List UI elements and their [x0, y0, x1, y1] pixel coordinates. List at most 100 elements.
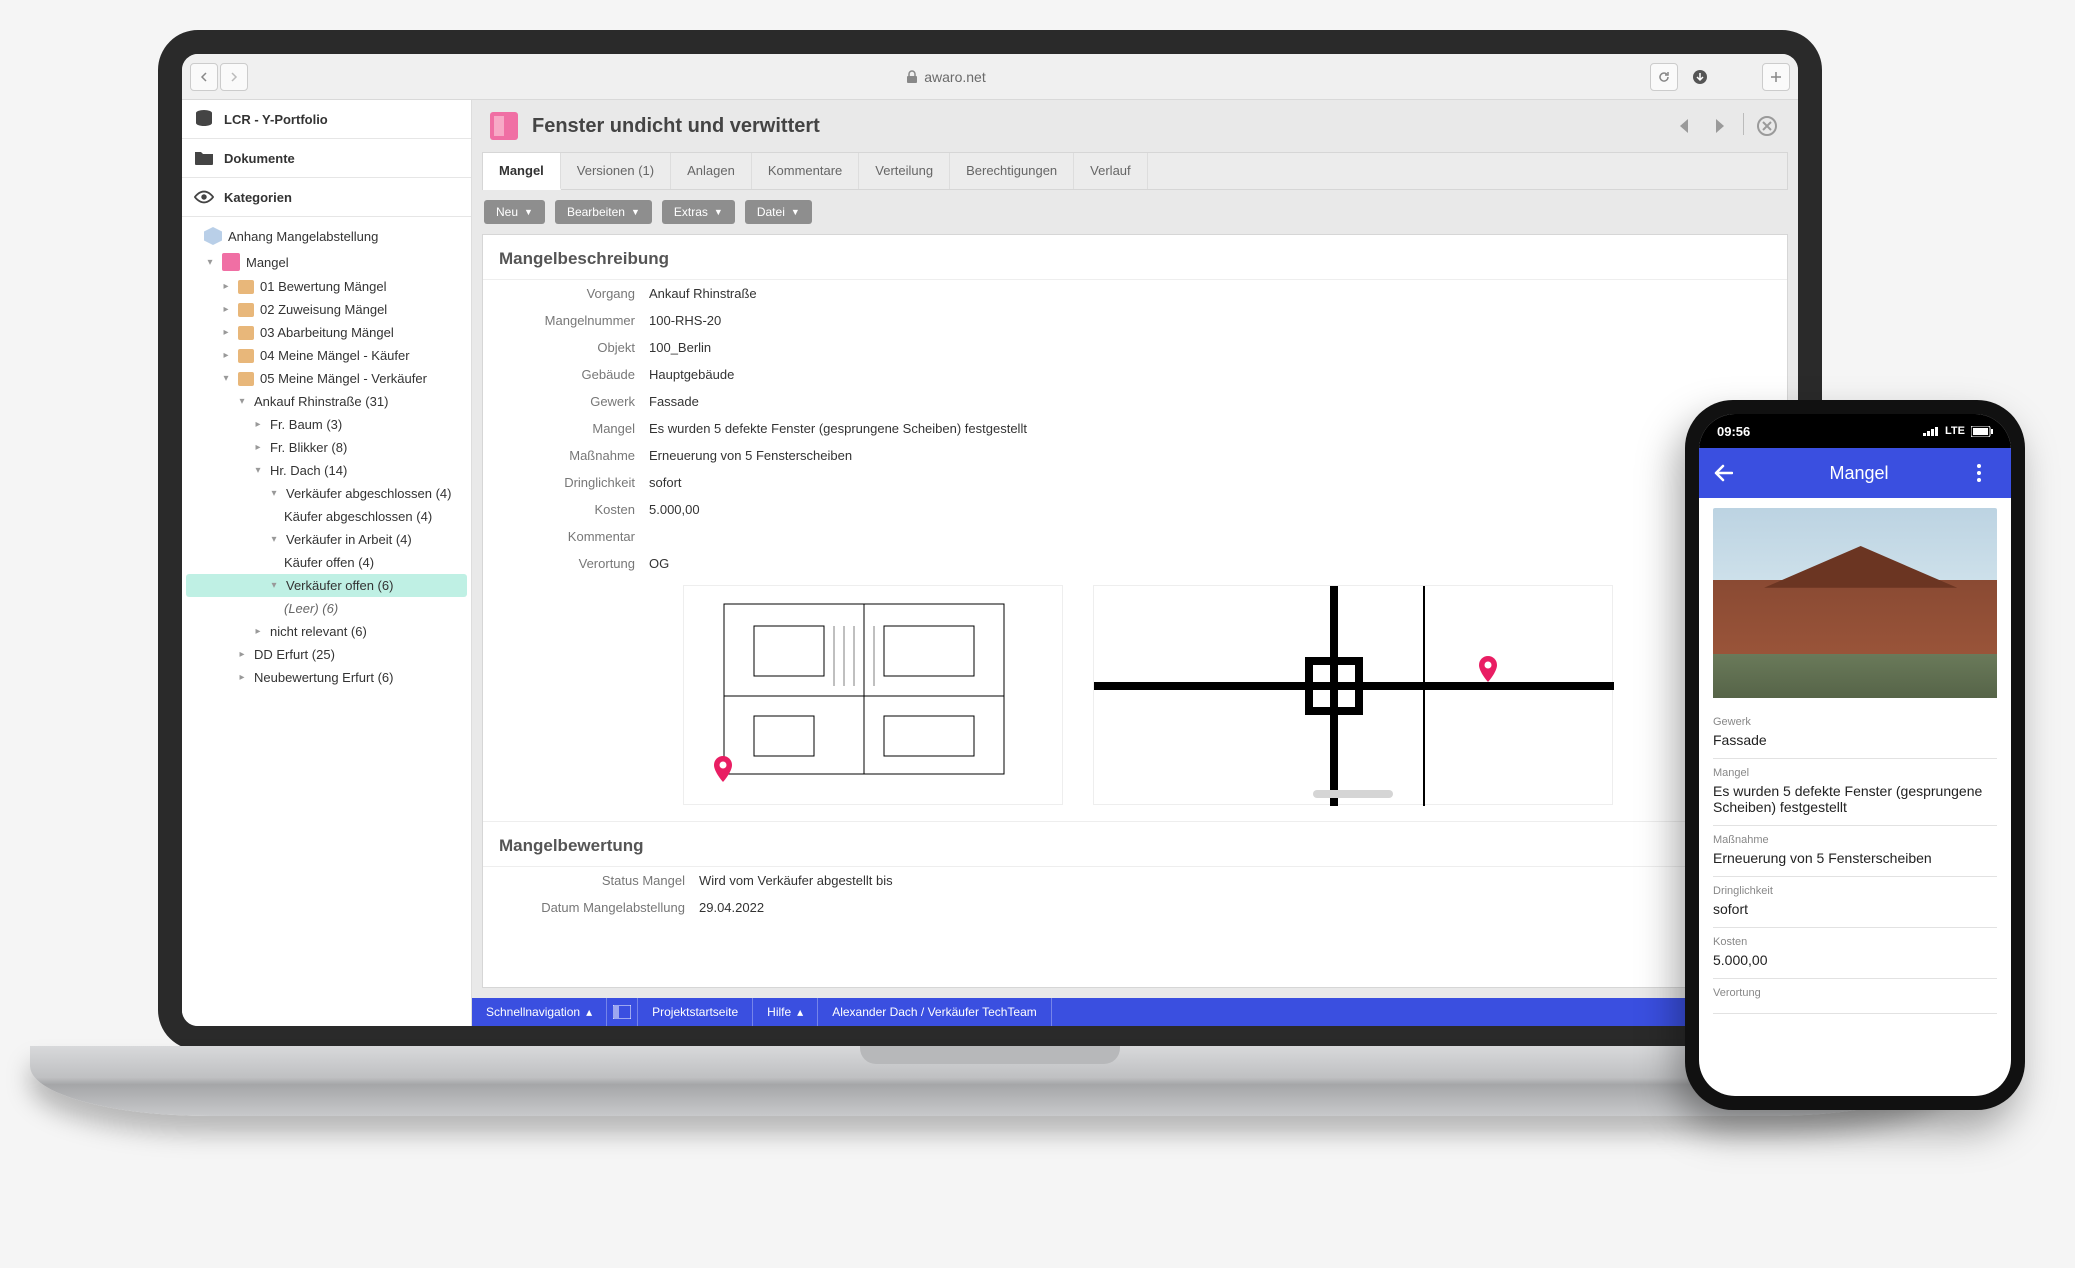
mangel-icon — [222, 253, 240, 271]
kv-key: Objekt — [499, 340, 649, 355]
tree-item[interactable]: ▸01 Bewertung Mängel — [186, 275, 467, 298]
phone-field[interactable]: GewerkFassade — [1713, 708, 1997, 759]
eye-icon — [194, 188, 214, 206]
divider — [1743, 113, 1744, 135]
tree-root-label: Anhang Mangelabstellung — [228, 229, 378, 244]
tree-item[interactable]: Käufer abgeschlossen (4) — [186, 505, 467, 528]
tree-item[interactable]: ▸04 Meine Mängel - Käufer — [186, 344, 467, 367]
tree-item[interactable]: ▾05 Meine Mängel - Verkäufer — [186, 367, 467, 390]
sidebar-categories-label: Kategorien — [224, 190, 292, 205]
tab-versionen[interactable]: Versionen (1) — [561, 153, 671, 189]
back-button[interactable] — [190, 63, 218, 91]
main: Fenster undicht und verwittert Mangel Ve… — [472, 100, 1798, 1026]
tree-item-selected[interactable]: ▾Verkäufer offen (6) — [186, 574, 467, 597]
toolbar: Neu▼ Bearbeiten▼ Extras▼ Datei▼ — [472, 190, 1798, 234]
tree-item[interactable]: ▾Verkäufer in Arbeit (4) — [186, 528, 467, 551]
back-button[interactable] — [1713, 464, 1741, 482]
tree-item[interactable]: ▸02 Zuweisung Mängel — [186, 298, 467, 321]
footer-bar: Schnellnavigation▴ Projektstartseite Hil… — [472, 998, 1798, 1026]
tab-verlauf[interactable]: Verlauf — [1074, 153, 1147, 189]
kv-value: sofort — [649, 475, 682, 490]
tree-mangel[interactable]: ▾ Mangel — [186, 249, 467, 275]
floorplan-overview[interactable] — [683, 585, 1063, 805]
laptop-notch — [860, 1046, 1120, 1064]
tree-item[interactable]: ▾ Ankauf Rhinstraße (31) — [186, 390, 467, 413]
download-button[interactable] — [1686, 63, 1714, 91]
tabs: Mangel Versionen (1) Anlagen Kommentare … — [482, 152, 1788, 190]
projekt-link[interactable]: Projektstartseite — [638, 998, 753, 1026]
tree-item[interactable]: Käufer offen (4) — [186, 551, 467, 574]
new-tab-button[interactable] — [1762, 63, 1790, 91]
kv-key: Maßnahme — [499, 448, 649, 463]
tree-label: Ankauf Rhinstraße (31) — [254, 394, 388, 409]
phone-field[interactable]: Verortung — [1713, 979, 1997, 1014]
kv-key: Mangelnummer — [499, 313, 649, 328]
chevron-down-icon: ▾ — [236, 396, 248, 407]
laptop-frame: awaro.net — [30, 0, 1950, 1180]
more-menu-button[interactable] — [1977, 464, 1997, 482]
phone-frame: 09:56 LTE Mangel Ge — [1685, 400, 2025, 1110]
tree-item[interactable]: ▸Fr. Blikker (8) — [186, 436, 467, 459]
reload-button[interactable] — [1650, 63, 1678, 91]
kv-key: Dringlichkeit — [499, 475, 649, 490]
tree-item[interactable]: ▸Fr. Baum (3) — [186, 413, 467, 436]
tree-item[interactable]: ▾Verkäufer abgeschlossen (4) — [186, 482, 467, 505]
kv-value: 29.04.2022 — [699, 900, 764, 915]
tab-mangel[interactable]: Mangel — [483, 153, 561, 190]
title-actions — [1671, 113, 1780, 139]
close-button[interactable] — [1754, 113, 1780, 139]
kv-row: VorgangAnkauf Rhinstraße — [483, 280, 1787, 307]
lock-icon — [906, 70, 918, 84]
kv-row: Objekt100_Berlin — [483, 334, 1787, 361]
phone-field[interactable]: MaßnahmeErneuerung von 5 Fensterscheiben — [1713, 826, 1997, 877]
laptop-screen: awaro.net — [158, 30, 1822, 1050]
forward-button[interactable] — [220, 63, 248, 91]
neu-button[interactable]: Neu▼ — [484, 200, 545, 224]
prev-record-button[interactable] — [1671, 113, 1697, 139]
kv-value: Ankauf Rhinstraße — [649, 286, 757, 301]
phone-field[interactable]: Dringlichkeitsofort — [1713, 877, 1997, 928]
defect-photo[interactable] — [1713, 508, 1997, 698]
address-bar[interactable]: awaro.net — [250, 69, 1642, 85]
tree-item[interactable]: ▸03 Abarbeitung Mängel — [186, 321, 467, 344]
schnellnav-button[interactable]: Schnellnavigation▴ — [472, 998, 607, 1026]
next-record-button[interactable] — [1707, 113, 1733, 139]
bearbeiten-button[interactable]: Bearbeiten▼ — [555, 200, 652, 224]
title-bar: Fenster undicht und verwittert — [472, 100, 1798, 152]
kv-key: Verortung — [499, 556, 649, 571]
phone-field[interactable]: Kosten5.000,00 — [1713, 928, 1997, 979]
chevron-right-icon: ▸ — [220, 281, 232, 292]
sidebar-categories[interactable]: Kategorien — [182, 178, 471, 217]
phone-field-value: Fassade — [1713, 732, 1997, 748]
user-info: Alexander Dach / Verkäufer TechTeam — [818, 998, 1052, 1026]
kv-value: Fassade — [649, 394, 699, 409]
tree-label: 02 Zuweisung Mängel — [260, 302, 387, 317]
kv-row: Status MangelWird vom Verkäufer abgestel… — [483, 867, 1787, 894]
tree-item[interactable]: ▾Hr. Dach (14) — [186, 459, 467, 482]
phone-title: Mangel — [1741, 463, 1977, 484]
sidebar-toggle-button[interactable] — [607, 998, 638, 1026]
tree-item[interactable]: ▸DD Erfurt (25) — [186, 643, 467, 666]
tab-berechtigungen[interactable]: Berechtigungen — [950, 153, 1074, 189]
sidebar-portfolio[interactable]: LCR - Y-Portfolio — [182, 100, 471, 139]
kv-value: Wird vom Verkäufer abgestellt bis — [699, 873, 893, 888]
tab-verteilung[interactable]: Verteilung — [859, 153, 950, 189]
hilfe-button[interactable]: Hilfe▴ — [753, 998, 818, 1026]
tree-item[interactable]: (Leer) (6) — [186, 597, 467, 620]
scrollbar-thumb[interactable] — [1313, 790, 1393, 798]
floorplan-detail[interactable] — [1093, 585, 1613, 805]
chevron-down-icon: ▼ — [631, 207, 640, 217]
tree-label: Fr. Blikker (8) — [270, 440, 347, 455]
tree-item[interactable]: ▸nicht relevant (6) — [186, 620, 467, 643]
tab-kommentare[interactable]: Kommentare — [752, 153, 859, 189]
datei-button[interactable]: Datei▼ — [745, 200, 812, 224]
kv-key: Kommentar — [499, 529, 649, 544]
extras-button[interactable]: Extras▼ — [662, 200, 735, 224]
phone-field[interactable]: MangelEs wurden 5 defekte Fenster (gespr… — [1713, 759, 1997, 826]
tree-item[interactable]: ▸Neubewertung Erfurt (6) — [186, 666, 467, 689]
tree-root[interactable]: Anhang Mangelabstellung — [186, 223, 467, 249]
chevron-down-icon: ▼ — [791, 207, 800, 217]
sidebar-documents[interactable]: Dokumente — [182, 139, 471, 178]
tab-anlagen[interactable]: Anlagen — [671, 153, 752, 189]
phone-body[interactable]: GewerkFassadeMangelEs wurden 5 defekte F… — [1699, 498, 2011, 1096]
